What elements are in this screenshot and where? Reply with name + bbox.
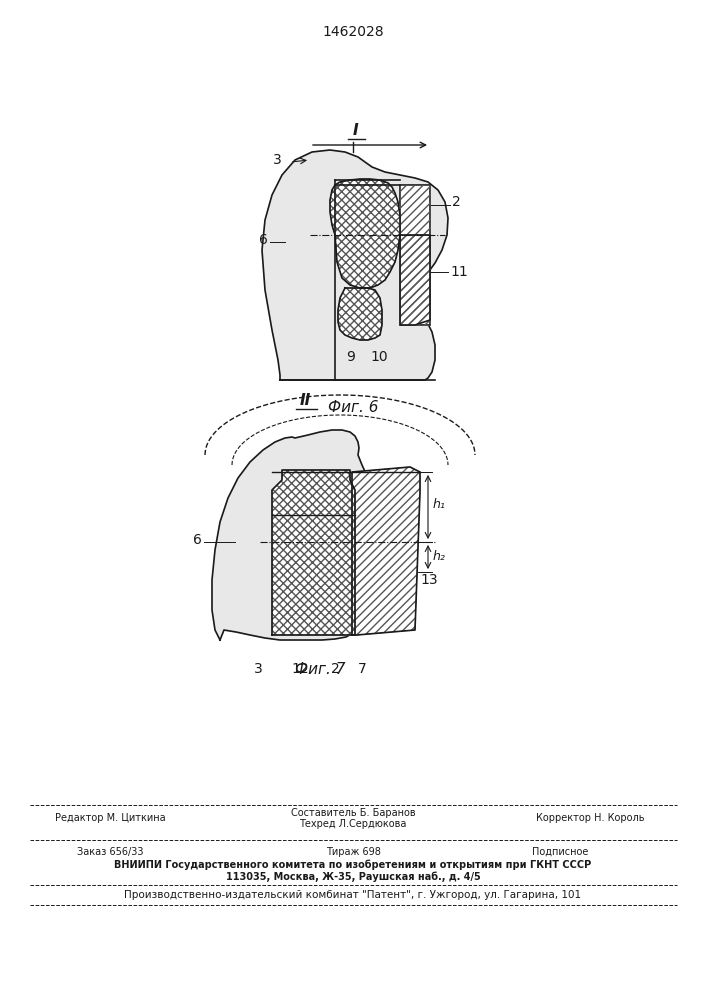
Text: h₂: h₂	[433, 550, 446, 564]
Text: 6: 6	[259, 233, 268, 247]
Text: Подписное: Подписное	[532, 847, 588, 857]
Text: 3: 3	[254, 662, 262, 676]
Text: 3: 3	[273, 153, 282, 167]
Text: 2: 2	[331, 662, 339, 676]
Text: Тираж 698: Тираж 698	[325, 847, 380, 857]
Polygon shape	[212, 430, 393, 640]
Text: Техред Л.Сердюкова: Техред Л.Сердюкова	[299, 819, 407, 829]
Text: 1462028: 1462028	[322, 25, 384, 39]
Text: ВНИИПИ Государственного комитета по изобретениям и открытиям при ГКНТ СССР: ВНИИПИ Государственного комитета по изоб…	[115, 860, 592, 870]
Text: I: I	[352, 123, 358, 138]
Text: 113035, Москва, Ж-35, Раушская наб., д. 4/5: 113035, Москва, Ж-35, Раушская наб., д. …	[226, 872, 480, 882]
Text: Производственно-издательский комбинат "Патент", г. Ужгород, ул. Гагарина, 101: Производственно-издательский комбинат "П…	[124, 890, 582, 900]
Text: 13: 13	[420, 573, 438, 587]
Text: 6: 6	[193, 533, 202, 547]
Text: 7: 7	[358, 662, 366, 676]
Text: 10: 10	[370, 350, 387, 364]
Text: Фиг. 7: Фиг. 7	[295, 662, 345, 677]
Text: 2: 2	[452, 195, 461, 209]
Text: 12: 12	[291, 662, 309, 676]
Text: Составитель Б. Баранов: Составитель Б. Баранов	[291, 808, 415, 818]
Text: II: II	[299, 393, 310, 408]
Polygon shape	[262, 150, 448, 380]
Polygon shape	[352, 467, 420, 635]
Text: 11: 11	[450, 265, 468, 279]
Polygon shape	[330, 179, 400, 288]
Text: Корректор Н. Король: Корректор Н. Король	[536, 813, 644, 823]
Text: Фиг. 6: Фиг. 6	[328, 400, 378, 415]
Text: Редактор М. Циткина: Редактор М. Циткина	[54, 813, 165, 823]
Polygon shape	[272, 470, 355, 635]
Text: h₁: h₁	[433, 498, 446, 512]
Text: 9: 9	[346, 350, 355, 364]
Text: Заказ 656/33: Заказ 656/33	[77, 847, 144, 857]
Polygon shape	[400, 235, 430, 325]
Bar	[400, 185, 430, 325]
Polygon shape	[338, 288, 382, 340]
Bar	[400, 185, 430, 325]
